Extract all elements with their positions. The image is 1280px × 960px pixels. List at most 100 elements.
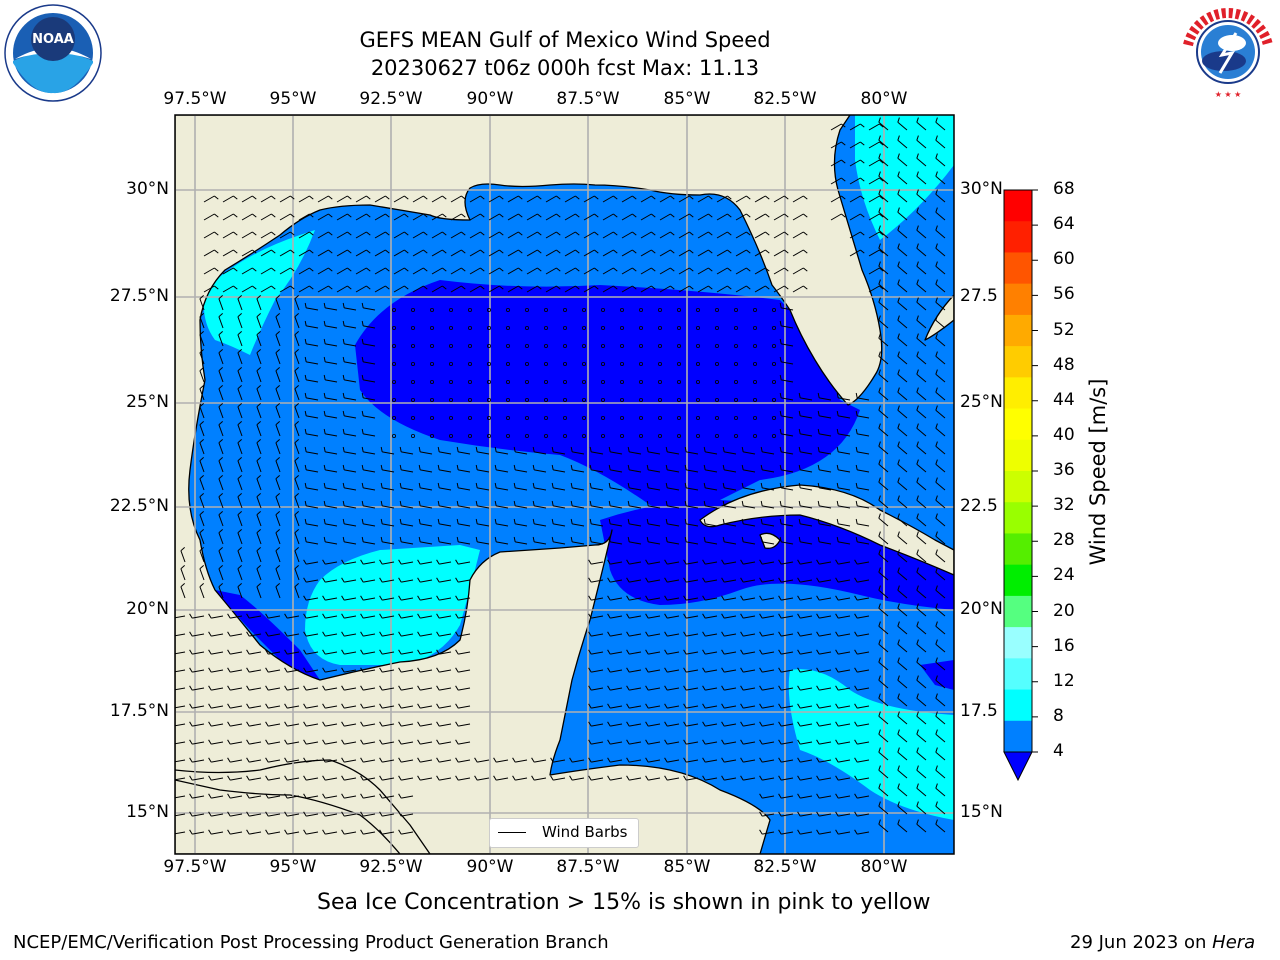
wind-barb-flag: [518, 285, 523, 290]
wind-barb-flag: [347, 231, 352, 236]
wind-barb: [507, 195, 519, 203]
wind-barb: [667, 705, 680, 709]
wind-barb: [591, 541, 604, 545]
colorbar-segment: [1004, 720, 1032, 753]
wind-barb: [935, 751, 946, 761]
wind-barb: [878, 769, 889, 779]
wind-barb-flag: [189, 631, 193, 637]
wind-barb-flag: [897, 297, 900, 303]
wind-barb-flag: [380, 446, 383, 453]
wind-barb-flag: [916, 153, 919, 159]
wind-barb: [857, 541, 870, 545]
wind-barb: [294, 568, 300, 581]
wind-barb: [857, 669, 870, 673]
wind-barb: [401, 561, 414, 565]
wind-barb-calm: [620, 343, 625, 348]
wind-barb: [393, 213, 405, 221]
wind-barb-flag: [626, 559, 630, 565]
wind-barb: [325, 813, 338, 817]
wind-barb: [317, 285, 329, 293]
wind-barb-flag: [916, 729, 919, 735]
wind-barb: [218, 370, 224, 383]
wind-barb-flag: [722, 500, 725, 507]
wind-barb-flag: [246, 793, 250, 799]
wind-barb-flag: [627, 446, 630, 453]
wind-barb: [412, 267, 424, 275]
wind-barb: [344, 633, 357, 637]
wind-barb-flag: [594, 267, 599, 272]
wind-barb-flag: [556, 285, 561, 290]
wind-barb: [496, 505, 509, 509]
wind-barb-flag: [423, 195, 428, 200]
wind-barb-flag: [683, 739, 687, 745]
wind-barb-flag: [437, 518, 440, 525]
wind-barb: [648, 451, 661, 455]
wind-barb: [401, 669, 414, 673]
wind-barb: [496, 451, 509, 455]
wind-barb-flag: [897, 639, 900, 645]
wind-barb: [916, 265, 927, 275]
wind-barb-flag: [199, 475, 204, 480]
wind-barb-flag: [916, 783, 919, 789]
wind-barb-calm: [391, 415, 396, 420]
wind-barb-calm: [753, 397, 758, 402]
wind-barb: [857, 741, 870, 745]
wind-barb-flag: [779, 410, 782, 417]
wind-barb: [648, 523, 661, 527]
wind-barb-flag: [935, 819, 938, 825]
wind-barb: [275, 514, 281, 527]
wind-barb: [458, 723, 471, 727]
wind-barb-calm: [734, 307, 739, 312]
wind-barb-flag: [246, 685, 250, 691]
wind-barb-flag: [855, 428, 858, 435]
wind-barb-flag: [841, 159, 846, 164]
wind-barb-flag: [360, 703, 364, 709]
wind-barb-flag: [256, 331, 261, 336]
wind-barb-flag: [442, 249, 447, 254]
wind-barb-flag: [284, 811, 288, 817]
wind-barb: [743, 741, 756, 745]
wind-barb-flag: [417, 775, 421, 781]
wind-barb-flag: [702, 775, 706, 781]
wind-barb: [256, 334, 262, 347]
wind-barb-calm: [601, 343, 606, 348]
wind-barb-calm: [677, 379, 682, 384]
wind-barb: [800, 813, 813, 817]
wind-barb-flag: [779, 500, 782, 507]
wind-barb: [439, 669, 452, 673]
wind-barb: [762, 813, 775, 817]
wind-barb-flag: [323, 356, 326, 363]
wind-barb: [222, 285, 234, 293]
wind-barb: [878, 409, 889, 419]
wind-barb-flag: [531, 775, 535, 781]
wind-barb-flag: [404, 285, 409, 290]
wind-barb: [553, 759, 566, 763]
wind-barb: [515, 541, 528, 545]
wind-barb-flag: [208, 775, 212, 781]
wind-barb: [897, 319, 908, 329]
wind-barb-flag: [689, 213, 694, 218]
wind-barb-flag: [897, 171, 900, 177]
wind-barb-flag: [897, 477, 900, 483]
wind-barb: [199, 550, 205, 563]
wind-barb: [294, 514, 300, 527]
wind-barb-flag: [322, 703, 326, 709]
wind-barb: [420, 687, 433, 691]
wind-barb: [294, 406, 300, 419]
wind-barb: [477, 759, 490, 763]
wind-barb: [591, 469, 604, 473]
wind-barb: [629, 723, 642, 727]
wind-barb-flag: [798, 428, 801, 435]
wind-barb: [564, 285, 576, 293]
wind-barb-calm: [696, 397, 701, 402]
wind-barb: [830, 177, 842, 185]
wind-barb-calm: [753, 361, 758, 366]
wind-barb-flag: [916, 297, 919, 303]
wind-barb: [678, 195, 690, 203]
wind-barb: [640, 267, 652, 275]
wind-barb: [916, 481, 927, 491]
colorbar-tick-label: 68: [1053, 179, 1075, 199]
wind-barb-calm: [563, 397, 568, 402]
wind-barb-flag: [171, 758, 174, 762]
wind-barb-flag: [294, 367, 299, 372]
